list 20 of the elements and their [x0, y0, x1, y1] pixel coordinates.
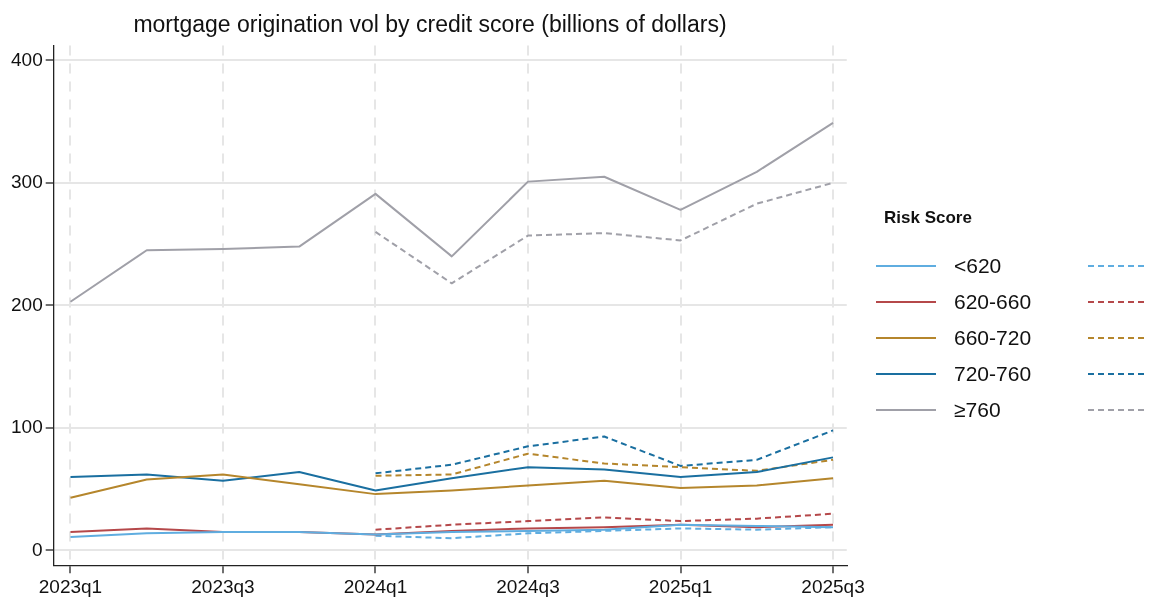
y-tick-label: 100: [11, 416, 43, 438]
y-tick-label: 0: [32, 538, 43, 560]
chart-title: mortgage origination vol by credit score (billions of dollars): [133, 11, 727, 38]
x-tick-label: 2023q3: [191, 575, 255, 597]
x-tick-label: 2024q1: [343, 575, 408, 597]
x-tick-label: 2025q1: [648, 575, 713, 597]
legend-label: 660-720: [954, 326, 1033, 350]
line-series: [374, 452, 835, 477]
legend-title: Risk Score: [884, 208, 973, 228]
line-series: [374, 429, 835, 475]
x-tick-label: 2025q3: [801, 575, 865, 597]
legend-label: <620: [954, 254, 1003, 278]
y-tick-label: 200: [11, 293, 43, 315]
legend-label: 620-660: [954, 290, 1033, 314]
legend-label: 720-760: [954, 362, 1033, 386]
x-tick-label: 2023q1: [38, 575, 103, 597]
y-tick-label: 400: [11, 48, 43, 70]
legend-label: ≥760: [954, 398, 1002, 422]
y-tick-label: 300: [11, 171, 43, 193]
x-tick-label: 2024q3: [496, 575, 560, 597]
